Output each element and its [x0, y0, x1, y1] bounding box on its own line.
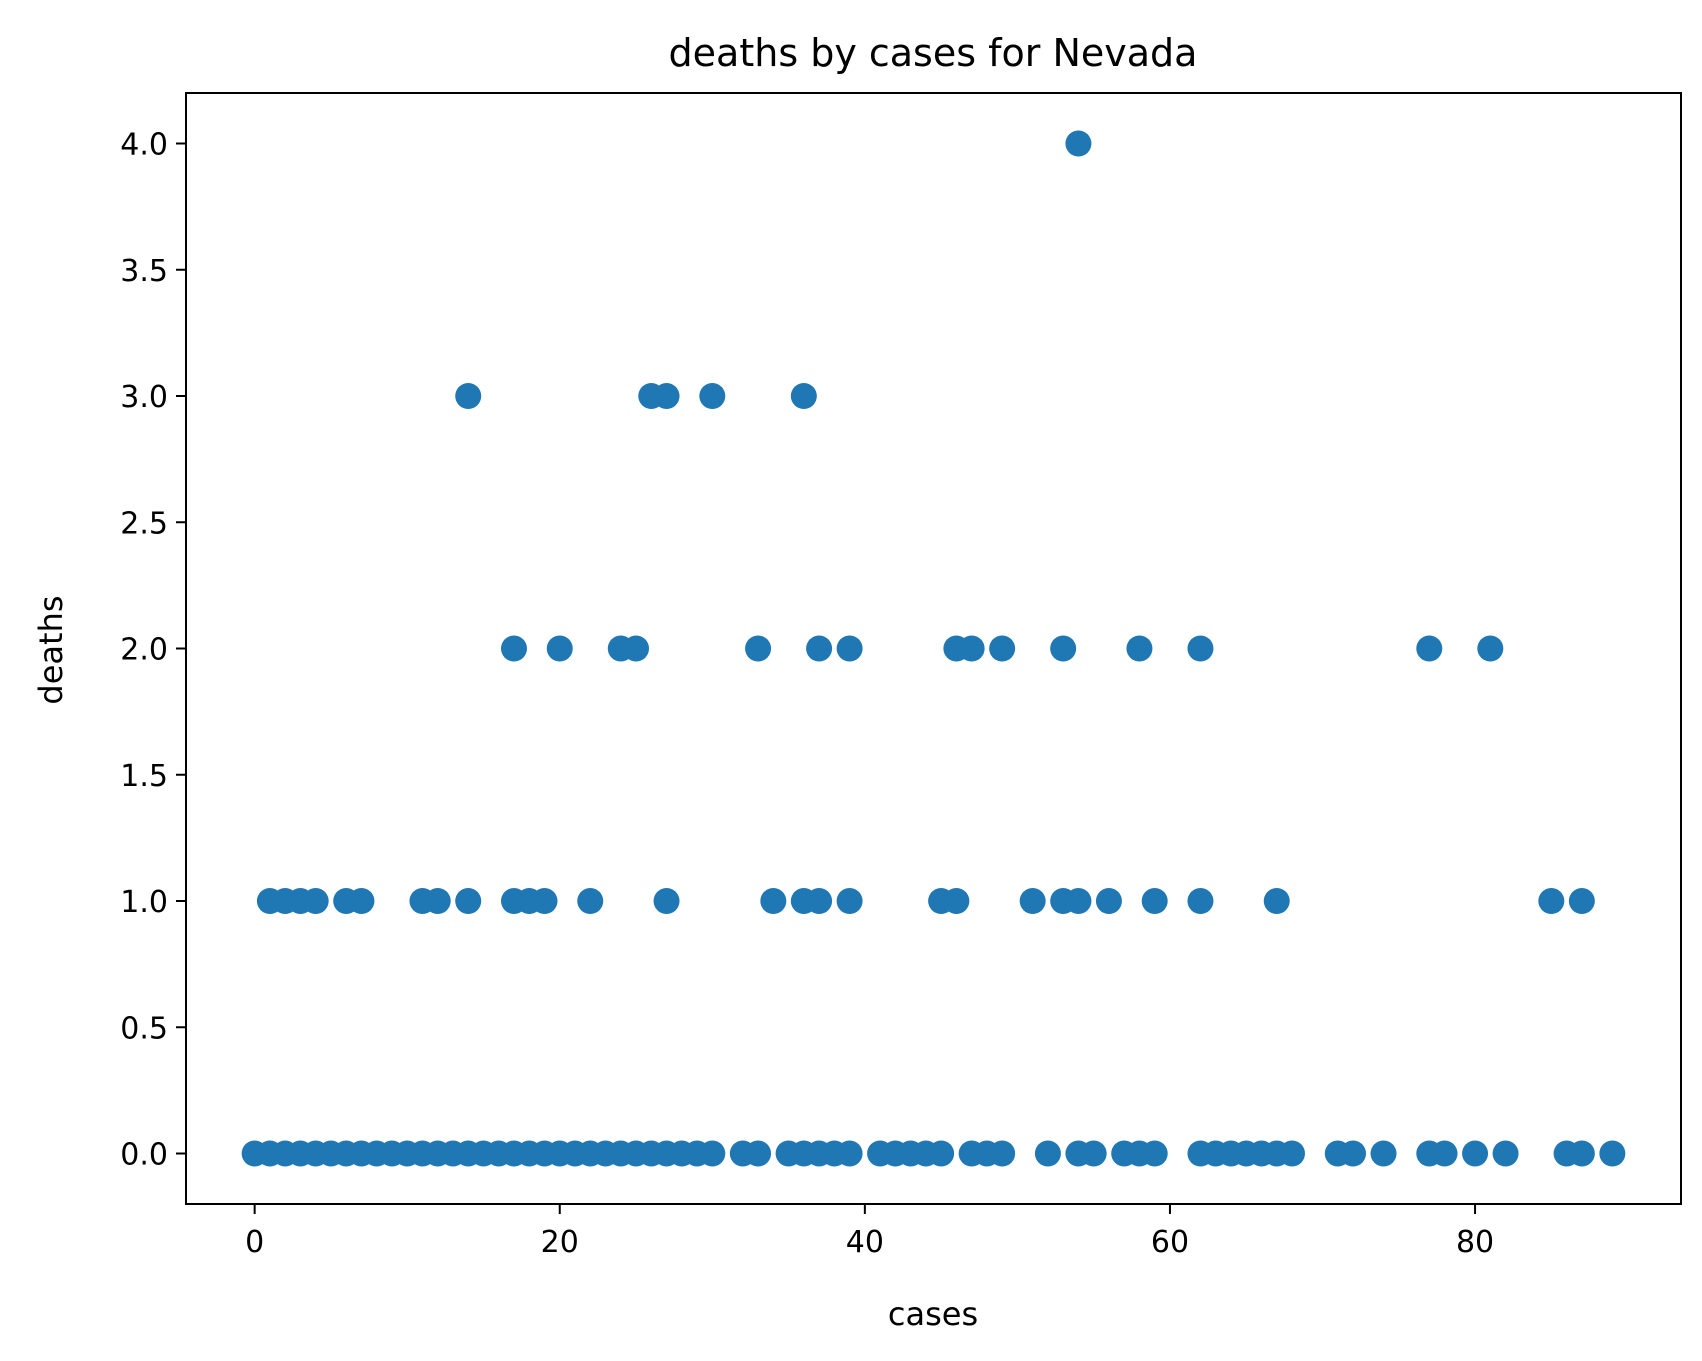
data-point: [546, 635, 573, 662]
data-point: [1568, 1140, 1595, 1167]
data-point: [1065, 888, 1092, 914]
data-point: [1462, 1140, 1489, 1167]
y-axis-label: deaths: [32, 595, 70, 704]
data-point: [699, 1140, 726, 1167]
data-point: [455, 383, 482, 409]
data-point: [836, 635, 863, 662]
data-point: [1034, 1140, 1061, 1167]
data-point: [745, 1140, 772, 1167]
data-point: [531, 888, 558, 914]
data-point: [958, 635, 985, 662]
data-point: [500, 635, 527, 662]
x-axis-label: cases: [888, 1295, 978, 1333]
data-point: [1477, 635, 1504, 662]
data-point: [943, 888, 970, 914]
x-tick-label: 20: [541, 1225, 579, 1260]
data-point: [1263, 888, 1290, 914]
data-point: [1278, 1140, 1305, 1167]
data-point: [1080, 1140, 1107, 1167]
y-tick-label: 0.5: [120, 1011, 168, 1046]
data-point: [653, 888, 680, 914]
y-tick-label: 2.5: [120, 506, 168, 541]
data-point: [1065, 130, 1092, 157]
y-tick-label: 2.0: [120, 633, 168, 668]
y-tick-label: 0.0: [120, 1138, 168, 1173]
data-point: [1141, 888, 1168, 914]
data-point: [1599, 1140, 1626, 1167]
data-point: [806, 888, 833, 914]
data-point: [790, 383, 817, 409]
data-point: [760, 888, 787, 914]
data-point: [1187, 888, 1214, 914]
data-point: [653, 383, 680, 409]
data-point: [745, 635, 772, 662]
chart-title: deaths by cases for Nevada: [669, 31, 1198, 75]
y-axis-ticks: 0.0 0.5 1.0 1.5 2.0 2.5 3.0 3.5 4.0: [120, 128, 186, 1173]
data-point: [1431, 1140, 1458, 1167]
data-point: [989, 635, 1016, 662]
data-point: [623, 635, 650, 662]
x-axis-ticks: 0 20 40 60 80: [245, 1204, 1494, 1260]
y-tick-label: 1.5: [120, 759, 168, 794]
data-point: [836, 1140, 863, 1167]
x-tick-label: 0: [245, 1225, 264, 1260]
x-tick-label: 60: [1151, 1225, 1189, 1260]
data-point: [1538, 888, 1565, 914]
data-point: [1568, 888, 1595, 914]
x-tick-label: 40: [846, 1225, 884, 1260]
data-point: [1095, 888, 1122, 914]
data-point: [806, 635, 833, 662]
y-tick-label: 1.0: [120, 885, 168, 920]
data-point: [1340, 1140, 1367, 1167]
data-point: [836, 888, 863, 914]
data-point: [1019, 888, 1046, 914]
plot-area-frame: [185, 92, 1682, 1205]
data-point: [348, 888, 375, 914]
data-point: [989, 1140, 1016, 1167]
data-point: [1416, 635, 1443, 662]
data-point: [1126, 635, 1153, 662]
data-point: [1370, 1140, 1397, 1167]
data-point: [1141, 1140, 1168, 1167]
y-tick-label: 3.5: [120, 254, 168, 289]
data-point: [302, 888, 329, 914]
data-point: [1050, 635, 1077, 662]
data-point: [1492, 1140, 1519, 1167]
data-point: [455, 888, 482, 914]
data-point: [424, 888, 451, 914]
y-tick-label: 3.0: [120, 380, 168, 415]
data-point: [1187, 635, 1214, 662]
data-point: [699, 383, 726, 409]
y-tick-label: 4.0: [120, 128, 168, 163]
data-point: [928, 1140, 955, 1167]
points-layer: [241, 130, 1626, 1167]
x-tick-label: 80: [1456, 1225, 1494, 1260]
data-point: [577, 888, 604, 914]
